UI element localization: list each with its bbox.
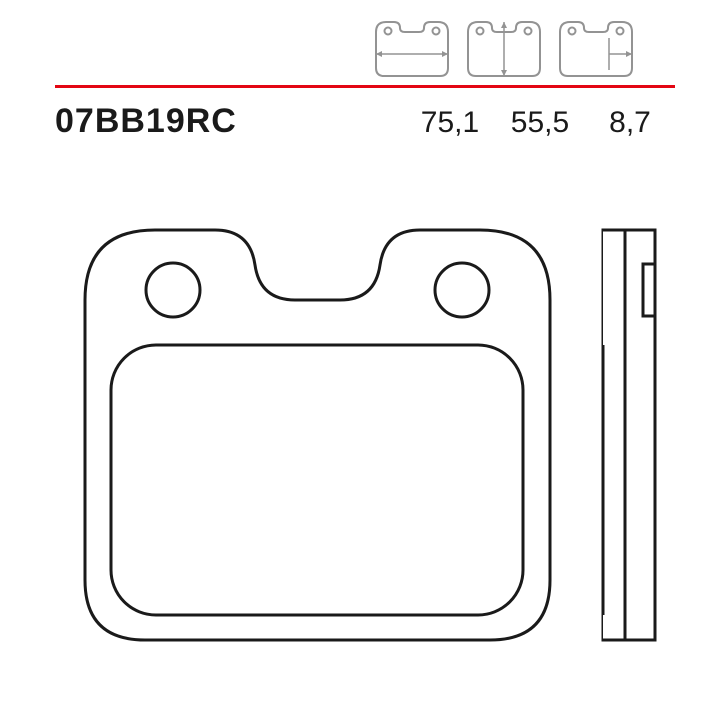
height-dim-icon [462, 18, 546, 80]
technical-diagram [55, 205, 675, 675]
header-icon-row [370, 18, 638, 80]
dim-thickness: 8,7 [585, 106, 675, 140]
thickness-dim-icon [554, 18, 638, 80]
spec-row: 07BB19RC 75,1 55,5 8,7 [55, 102, 675, 141]
dim-height: 55,5 [495, 106, 585, 140]
side-view [603, 230, 655, 640]
front-view [85, 230, 550, 640]
part-number: 07BB19RC [55, 102, 237, 141]
separator-line [55, 85, 675, 88]
width-dim-icon [370, 18, 454, 80]
dim-width: 75,1 [405, 106, 495, 140]
dimensions-group: 75,1 55,5 8,7 [405, 106, 675, 140]
